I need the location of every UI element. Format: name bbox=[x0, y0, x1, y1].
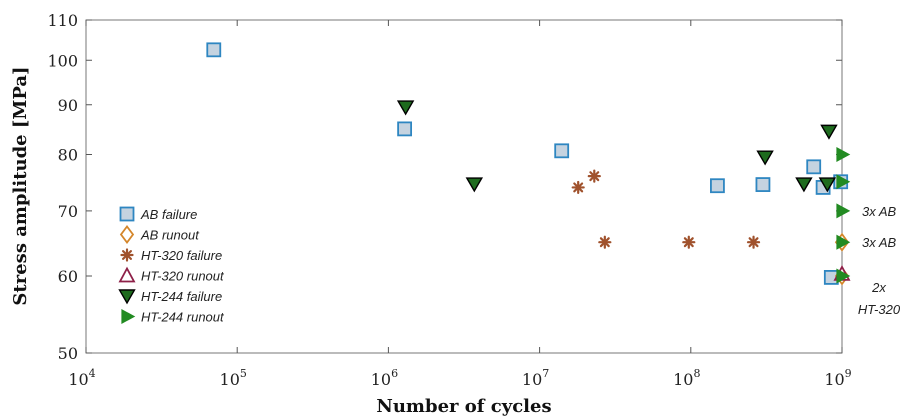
data-point-ht-320-failure bbox=[682, 235, 696, 249]
legend-label-ab-runout: AB runout bbox=[140, 228, 200, 243]
legend-label-ht-320-failure: HT-320 failure bbox=[141, 248, 222, 263]
y-tick-label: 90 bbox=[58, 96, 78, 115]
legend-marker-ht-244-runout bbox=[121, 308, 136, 325]
legend-label-ht-244-failure: HT-244 failure bbox=[141, 289, 222, 304]
y-tick-label: 80 bbox=[58, 145, 78, 164]
annotation-text: 3x AB bbox=[862, 204, 897, 219]
annotation-text: 2x bbox=[871, 280, 886, 295]
data-point-ab-failure bbox=[206, 42, 222, 58]
legend-marker-ht-320-failure bbox=[120, 248, 134, 262]
data-point-ht-320-failure bbox=[746, 235, 761, 249]
y-tick-label: 60 bbox=[58, 267, 78, 286]
data-point-ab-failure bbox=[710, 178, 725, 194]
data-point-ht-244-runout bbox=[836, 146, 851, 163]
legend-marker-ht-244-failure bbox=[118, 289, 136, 305]
data-point-ht-244-runout bbox=[836, 234, 851, 250]
legend-label-ht-244-runout: HT-244 runout bbox=[141, 310, 225, 325]
y-tick-label: 70 bbox=[58, 202, 78, 221]
data-point-ht-244-runout bbox=[836, 268, 851, 284]
annotation-text: HT-320 bbox=[858, 302, 901, 317]
y-tick-label: 50 bbox=[58, 344, 78, 363]
legend-label-ht-320-runout: HT-320 runout bbox=[141, 269, 225, 284]
data-point-ht-320-failure bbox=[571, 180, 585, 195]
data-point-ab-failure bbox=[755, 177, 771, 192]
y-tick-label: 100 bbox=[47, 51, 78, 70]
legend-marker-ht-320-runout bbox=[118, 266, 136, 283]
x-tick-label: 108 bbox=[673, 367, 700, 389]
legend-marker-ab-runout bbox=[119, 225, 135, 244]
data-point-ht-244-failure bbox=[465, 177, 484, 193]
data-point-ht-244-failure bbox=[818, 177, 837, 193]
data-point-ht-244-failure bbox=[820, 124, 838, 140]
annotation-text: 3x AB bbox=[862, 235, 897, 250]
x-tick-label: 107 bbox=[522, 367, 549, 389]
data-point-ht-244-failure bbox=[396, 100, 415, 116]
legend-marker-ab-failure bbox=[119, 206, 135, 222]
legend-label-ab-failure: AB failure bbox=[140, 207, 197, 222]
data-point-ab-failure bbox=[397, 121, 413, 137]
x-tick-label: 109 bbox=[824, 367, 851, 389]
data-point-ab-failure bbox=[806, 159, 822, 175]
legend: AB failure AB runout HT-320 failure HT-320 … bbox=[118, 206, 225, 325]
data-point-ht-244-failure bbox=[756, 150, 774, 166]
y-axis-title: Stress amplitude [MPa] bbox=[10, 66, 31, 305]
data-point-ht-244-failure bbox=[795, 177, 813, 193]
x-tick-label: 104 bbox=[68, 367, 95, 389]
data-point-ht-244-runout bbox=[836, 174, 851, 190]
data-point-ht-320-failure bbox=[598, 235, 612, 249]
x-axis-title: Number of cycles bbox=[376, 396, 551, 416]
data-point-ht-320-failure bbox=[587, 169, 601, 183]
x-tick-label: 105 bbox=[220, 367, 247, 389]
data-point-ab-failure bbox=[554, 143, 570, 159]
y-tick-label: 110 bbox=[47, 11, 78, 30]
data-point-ht-244-runout bbox=[836, 203, 851, 219]
x-tick-label: 106 bbox=[371, 367, 398, 389]
